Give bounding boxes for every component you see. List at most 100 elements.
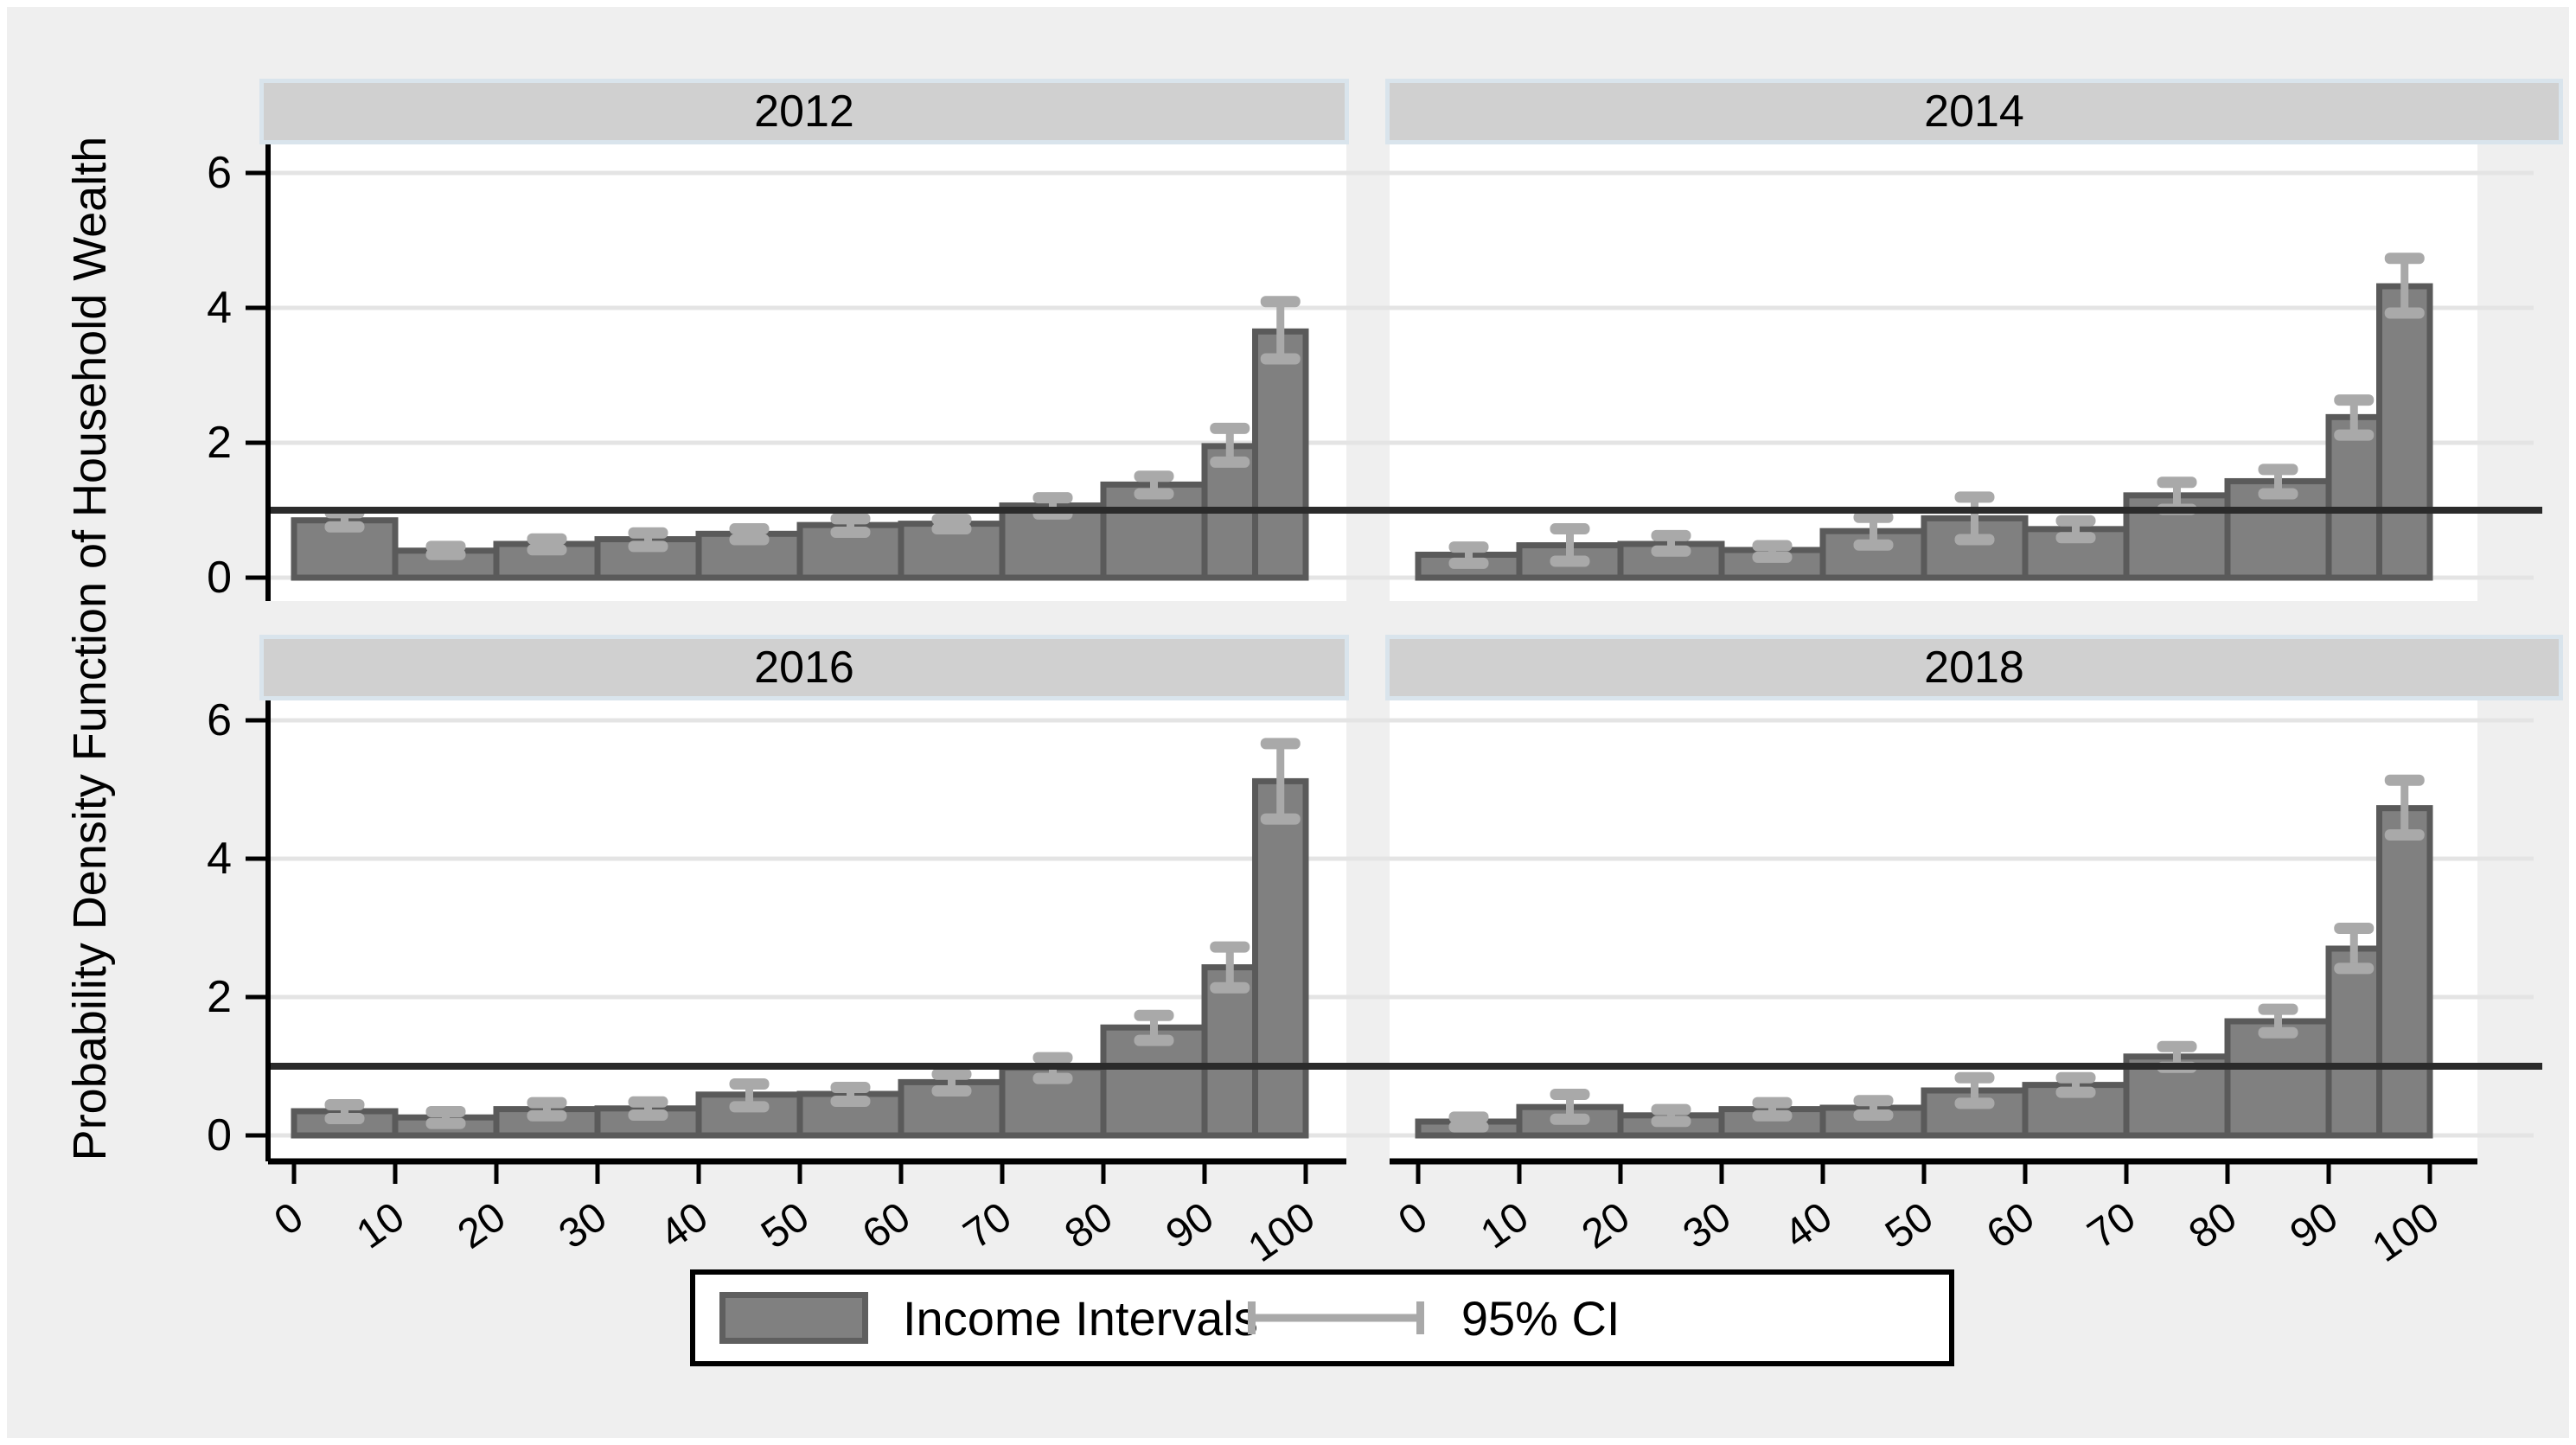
error-bar-cap [729, 534, 770, 546]
error-bar-cap [1954, 1097, 1995, 1109]
error-bar-cap [1752, 540, 1793, 552]
error-bar-cap [1550, 1089, 1590, 1100]
error-bar-cap [729, 1078, 770, 1090]
error-bar-cap [931, 1068, 972, 1080]
x-tick-label: 30 [1675, 1194, 1739, 1258]
error-bar-cap [1550, 1113, 1590, 1125]
error-bar-cap [2055, 1086, 2096, 1098]
panel-title: 2016 [754, 643, 854, 693]
x-tick-label: 100 [1240, 1194, 1323, 1271]
x-tick-label: 60 [1978, 1194, 2042, 1258]
error-bar-cap [2055, 1071, 2096, 1084]
panel-header-2018: 2018 [1385, 635, 2563, 700]
panel-title: 2018 [1924, 643, 2024, 693]
legend-ci-label: 95% CI [1461, 1290, 1620, 1346]
error-bar-cap [1032, 492, 1073, 504]
error-bar-cap [2384, 774, 2425, 786]
x-tick-label: 0 [1390, 1194, 1435, 1245]
error-bar-cap [1448, 1111, 1489, 1123]
bar [1252, 328, 1309, 581]
error-bar-cap [1134, 470, 1174, 483]
error-bar-cap [931, 514, 972, 526]
error-bar-cap [1954, 1071, 1995, 1084]
x-tick-label: 90 [1158, 1194, 1222, 1258]
bar [2224, 1018, 2332, 1139]
bar [2376, 283, 2433, 581]
error-bar-cap [1853, 511, 1894, 523]
error-bar-cap [628, 540, 668, 553]
legend: Income Intervals 95% CI [690, 1269, 1954, 1366]
error-bar-cap [1954, 534, 1995, 546]
error-bar-cap [2157, 476, 2197, 489]
error-bar-cap [1260, 813, 1301, 825]
x-tick-label: 100 [2364, 1194, 2447, 1271]
error-bar-cap [2334, 394, 2375, 406]
y-tick-label: 2 [207, 418, 232, 468]
error-bar-cap [1651, 1116, 1691, 1128]
panel-header-2016: 2016 [259, 635, 1349, 700]
error-bar-cap [1260, 738, 1301, 750]
error-bar-cap [425, 1117, 466, 1129]
error-bar-cap [729, 1101, 770, 1113]
x-tick-label: 30 [551, 1194, 615, 1258]
error-bar-cap [1954, 491, 1995, 503]
error-bar-cap [1032, 1052, 1073, 1064]
error-bar-cap [425, 548, 466, 560]
y-axis-title: Probability Density Function of Househol… [64, 136, 116, 1161]
legend-swatch-icon [719, 1292, 868, 1344]
y-tick-label: 0 [207, 553, 232, 603]
x-tick-label: 10 [348, 1194, 412, 1258]
y-tick-label: 2 [207, 972, 232, 1022]
x-tick-label: 80 [1057, 1194, 1121, 1258]
x-tick-label: 10 [1473, 1194, 1537, 1258]
error-bar-cap [324, 1113, 365, 1124]
error-bar-cap [425, 1106, 466, 1117]
x-tick-label: 40 [1776, 1194, 1840, 1258]
error-bar-cap [1134, 1034, 1174, 1046]
bar [2325, 413, 2382, 581]
bar [1100, 481, 1208, 581]
error-bar-cap [1134, 488, 1174, 500]
y-tick-label: 4 [207, 834, 232, 884]
error-bar-cap [1651, 1103, 1691, 1116]
y-tick-label: 0 [207, 1110, 232, 1160]
error-bar-cap [2384, 829, 2425, 841]
error-bar-cap [1448, 541, 1489, 553]
error-bar-cap [1448, 557, 1489, 569]
bar [1252, 777, 1309, 1139]
error-bar-cap [1550, 523, 1590, 535]
error-bar-cap [1260, 296, 1301, 308]
error-bar-cap [2157, 1040, 2197, 1052]
x-tick-label: 80 [2181, 1194, 2245, 1258]
panel-title: 2012 [754, 86, 854, 137]
error-bar-cap [1550, 555, 1590, 567]
error-bar-cap [2258, 488, 2298, 500]
error-bar-cap [1134, 1009, 1174, 1021]
error-bar-cap [2055, 532, 2096, 544]
error-bar-cap [628, 1109, 668, 1121]
bar [796, 521, 904, 581]
error-bar-cap [527, 533, 567, 545]
error-bar-cap [2384, 253, 2425, 265]
error-bar-cap [1448, 1121, 1489, 1133]
error-bar-cap [830, 526, 871, 538]
error-bar-cap [2334, 429, 2375, 441]
x-tick-label: 90 [2282, 1194, 2346, 1258]
ci-symbol-icon [1247, 1301, 1424, 1334]
x-tick-label: 60 [854, 1194, 918, 1258]
error-bar-cap [1853, 539, 1894, 551]
x-tick-label: 70 [2080, 1194, 2144, 1258]
x-tick-label: 50 [753, 1194, 817, 1258]
error-bar-cap [527, 544, 567, 556]
bar [2325, 945, 2382, 1139]
error-bar-cap [2384, 307, 2425, 319]
error-bar-cap [2258, 1003, 2298, 1015]
error-bar-cap [628, 527, 668, 539]
error-bar-cap [1752, 1097, 1793, 1109]
x-tick-label: 50 [1877, 1194, 1941, 1258]
x-tick-label: 20 [450, 1194, 514, 1258]
error-bar-cap [628, 1096, 668, 1108]
error-bar-cap [830, 1096, 871, 1107]
error-bar-cap [729, 523, 770, 535]
